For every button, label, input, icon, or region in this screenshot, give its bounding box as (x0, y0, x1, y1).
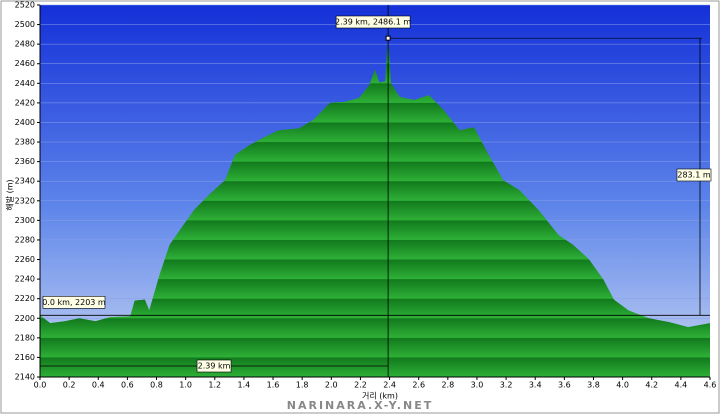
x-tick-label: 4.0 (616, 381, 629, 390)
x-tick-label: 3.4 (529, 381, 542, 390)
x-tick-label: 0.0 (34, 381, 47, 390)
x-tick-label: 0.8 (150, 381, 163, 390)
watermark: NARINARA.X-Y.NET (287, 399, 433, 412)
x-tick-label: 0.6 (121, 381, 134, 390)
distance-annotation: 2.39 km (198, 362, 231, 371)
x-axis-label: 거리 (km) (362, 392, 398, 401)
x-tick-label: 3.6 (558, 381, 571, 390)
x-tick-label: 0.2 (63, 381, 76, 390)
x-tick-label: 3.8 (587, 381, 600, 390)
area-band (40, 220, 710, 240)
x-tick-label: 2.8 (441, 381, 454, 390)
y-tick-label: 2520 (15, 1, 35, 10)
y-tick-label: 2400 (15, 118, 35, 127)
y-tick-label: 2340 (15, 177, 35, 186)
y-tick-label: 2500 (15, 20, 35, 29)
area-band (40, 298, 710, 319)
area-band (40, 239, 710, 260)
y-tick-label: 2440 (15, 79, 35, 88)
x-tick-label: 1.4 (238, 381, 251, 390)
y-tick-label: 2240 (15, 275, 35, 284)
x-tick-label: 3.2 (500, 381, 513, 390)
x-tick-label: 3.0 (471, 381, 484, 390)
peak-annotation: 2.39 km, 2486.1 m (335, 18, 411, 27)
x-tick-label: 2.0 (325, 381, 338, 390)
distance-annotation-box (196, 359, 232, 373)
area-band (40, 357, 710, 377)
x-tick-label: 2.4 (383, 381, 396, 390)
x-tick-label: 2.6 (412, 381, 425, 390)
area-band (40, 318, 710, 338)
x-tick-label: 4.6 (704, 381, 717, 390)
y-tick-label: 2320 (15, 196, 35, 205)
x-tick-label: 1.2 (208, 381, 221, 390)
start-annotation-box (42, 296, 106, 309)
x-tick-label: 4.2 (645, 381, 658, 390)
x-tick-label: 1.8 (296, 381, 309, 390)
y-tick-label: 2420 (15, 98, 35, 107)
gain-annotation: 283.1 m (677, 171, 710, 180)
area-band (40, 279, 710, 299)
x-tick-label: 1.6 (267, 381, 280, 390)
start-annotation: 0.0 km, 2203 m (42, 298, 106, 307)
gain-annotation-box (676, 168, 712, 182)
y-tick-label: 2360 (15, 157, 35, 166)
area-band (40, 259, 710, 280)
x-tick-label: 1.0 (179, 381, 192, 390)
x-tick-label: 2.2 (354, 381, 367, 390)
y-tick-label: 2480 (15, 40, 35, 49)
y-tick-label: 2280 (15, 235, 35, 244)
peak-point (385, 35, 391, 41)
y-tick-label: 2160 (15, 353, 35, 362)
y-axis-label: 해발 (m) (5, 179, 15, 210)
x-tick-label: 4.4 (675, 381, 688, 390)
peak-annotation-box (335, 15, 411, 29)
y-tick-label: 2220 (15, 294, 35, 303)
y-tick-label: 2460 (15, 59, 35, 68)
y-tick-label: 2300 (15, 216, 35, 225)
y-tick-label: 2180 (15, 333, 35, 342)
x-tick-label: 0.4 (92, 381, 105, 390)
y-tick-label: 2140 (15, 373, 35, 382)
y-tick-label: 2380 (15, 138, 35, 147)
y-tick-label: 2260 (15, 255, 35, 264)
y-tick-label: 2200 (15, 314, 35, 323)
area-band (40, 337, 710, 358)
